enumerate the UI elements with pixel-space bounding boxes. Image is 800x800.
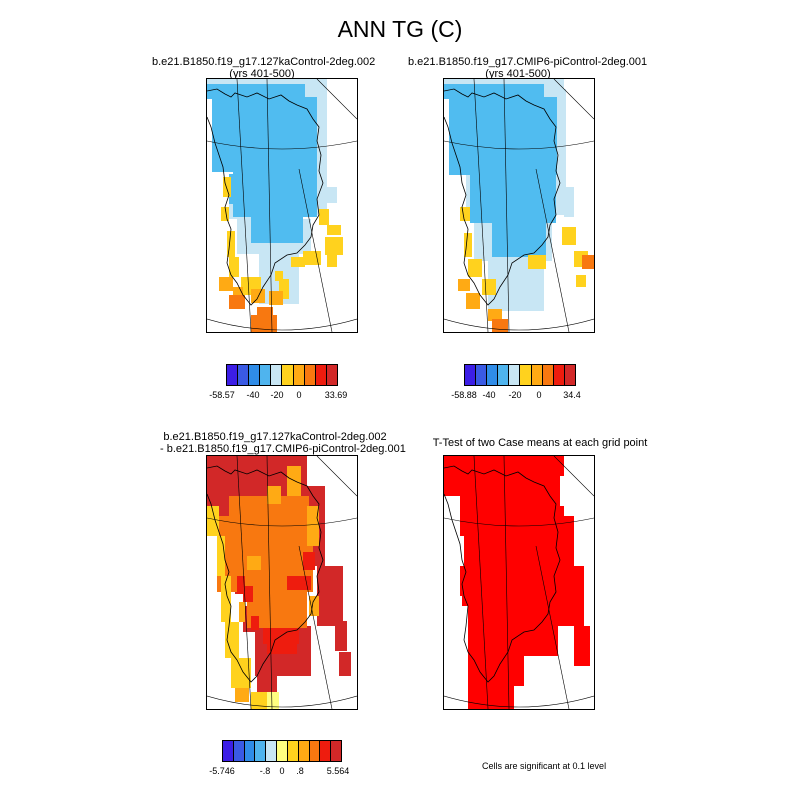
difference-cells (207, 456, 357, 709)
graticule (207, 456, 357, 709)
colorbar-swatch (531, 365, 543, 385)
colorbar-difference: -5.746 -.8 0 .8 5.564 (209, 740, 349, 780)
colorbar-swatch (287, 741, 299, 761)
colorbar-swatch (542, 365, 554, 385)
greenland-coastline (207, 465, 324, 683)
panel-2-case-name: b.e21.B1850.f19_g17.CMIP6-piControl-2deg… (408, 56, 648, 68)
colorbar-127ka: -58.57 -40 -20 0 33.69 (209, 364, 347, 404)
colorbar-swatch (553, 365, 565, 385)
colorbar-label: -20 (508, 390, 522, 400)
colorbar-swatch (255, 741, 267, 761)
colorbar-swatch (271, 365, 283, 385)
map-panel-piControl (443, 78, 595, 333)
panel-2-title: b.e21.B1850.f19_g17.CMIP6-piControl-2deg… (408, 56, 648, 80)
graticule (207, 79, 357, 332)
colorbar-label: -58.88 (451, 390, 477, 400)
colorbar-swatch (227, 365, 239, 385)
colorbar-127ka-swatches (226, 364, 338, 386)
colorbar-label: -58.57 (209, 390, 235, 400)
colorbar-swatch (465, 365, 477, 385)
panel-3-case-a: b.e21.B1850.f19_g17.127kaControl-2deg.00… (163, 431, 387, 443)
colorbar-swatch (498, 365, 510, 385)
colorbar-swatch (326, 365, 337, 385)
non-significant-gaps (444, 476, 594, 709)
colorbar-swatch (304, 365, 316, 385)
greenland-coastline (207, 88, 324, 306)
panel-3-title: b.e21.B1850.f19_g17.127kaControl-2deg.00… (160, 431, 406, 455)
colorbar-swatch (487, 365, 499, 385)
figure-title: ANN TG (C) (337, 16, 463, 42)
colorbar-label: 5.564 (326, 766, 350, 776)
colorbar-label: 33.69 (324, 390, 348, 400)
greenland-coastline (444, 465, 561, 683)
colorbar-swatch (509, 365, 521, 385)
ice-cells (444, 79, 594, 332)
panel-1-case-name: b.e21.B1850.f19_g17.127kaControl-2deg.00… (152, 56, 376, 68)
colorbar-swatch (277, 741, 288, 761)
greenland-map-127ka (207, 79, 357, 332)
panel-4-ttest-title: T-Test of two Case means at each grid po… (432, 437, 648, 449)
colorbar-swatch (249, 365, 261, 385)
colorbar-swatch (244, 741, 256, 761)
colorbar-difference-labels: -5.746 -.8 0 .8 5.564 (209, 766, 349, 780)
colorbar-piControl-labels: -58.88 -40 -20 0 34.4 (451, 390, 581, 404)
colorbar-label: -5.746 (209, 766, 235, 776)
panel-4-title: T-Test of two Case means at each grid po… (410, 437, 670, 449)
ice-cells (207, 79, 343, 332)
colorbar-swatch (266, 741, 278, 761)
colorbar-swatch (293, 365, 305, 385)
colorbar-127ka-labels: -58.57 -40 -20 0 33.69 (209, 390, 347, 404)
colorbar-swatch (331, 741, 341, 761)
colorbar-swatch (282, 365, 294, 385)
colorbar-label: .8 (296, 766, 304, 776)
colorbar-swatch (238, 365, 250, 385)
graticule (444, 456, 594, 709)
colorbar-label: -20 (270, 390, 284, 400)
colorbar-swatch (309, 741, 321, 761)
map-panel-127ka (206, 78, 358, 333)
colorbar-piControl: -58.88 -40 -20 0 34.4 (451, 364, 581, 404)
greenland-map-ttest (444, 456, 594, 709)
colorbar-swatch (564, 365, 575, 385)
graticule (444, 79, 594, 332)
panel-3-case-b: - b.e21.B1850.f19_g17.CMIP6-piControl-2d… (160, 443, 406, 455)
greenland-map-piControl (444, 79, 594, 332)
panel-1-years: (yrs 401-500) (229, 68, 295, 80)
greenland-coastline (444, 88, 561, 306)
map-panel-difference (206, 455, 358, 710)
colorbar-swatch (320, 741, 332, 761)
colorbar-label: 0 (296, 390, 302, 400)
colorbar-label: 34.4 (563, 390, 581, 400)
colorbar-label: 0 (279, 766, 285, 776)
greenland-map-difference (207, 456, 357, 709)
colorbar-difference-swatches (222, 740, 342, 762)
colorbar-swatch (298, 741, 310, 761)
colorbar-label: 0 (536, 390, 542, 400)
panel-1-title: b.e21.B1850.f19_g17.127kaControl-2deg.00… (152, 56, 376, 80)
significance-note: Cells are significant at 0.1 level (482, 761, 607, 771)
colorbar-label: -40 (246, 390, 260, 400)
colorbar-swatch (315, 365, 327, 385)
colorbar-swatch (260, 365, 272, 385)
map-panel-ttest (443, 455, 595, 710)
colorbar-piControl-swatches (464, 364, 576, 386)
colorbar-swatch (223, 741, 234, 761)
colorbar-swatch (476, 365, 488, 385)
panel-2-years: (yrs 401-500) (485, 68, 551, 80)
colorbar-label: -40 (482, 390, 496, 400)
colorbar-swatch (520, 365, 532, 385)
colorbar-swatch (233, 741, 245, 761)
colorbar-label: -.8 (259, 766, 271, 776)
